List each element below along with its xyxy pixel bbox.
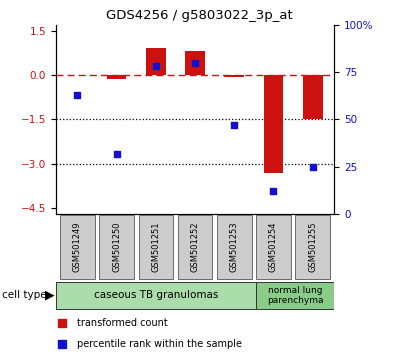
FancyBboxPatch shape: [178, 215, 212, 279]
Bar: [303, 75, 322, 120]
Text: GSM501249: GSM501249: [73, 222, 82, 272]
Text: cell type: cell type: [2, 290, 47, 300]
FancyBboxPatch shape: [56, 281, 256, 309]
Point: [74, 92, 80, 98]
Bar: [264, 75, 283, 173]
FancyBboxPatch shape: [295, 215, 330, 279]
FancyBboxPatch shape: [256, 281, 334, 309]
Bar: [185, 51, 205, 75]
Text: caseous TB granulomas: caseous TB granulomas: [94, 290, 218, 300]
Text: ▶: ▶: [45, 289, 55, 302]
Text: GSM501252: GSM501252: [191, 222, 199, 272]
FancyBboxPatch shape: [256, 215, 291, 279]
Point: [231, 122, 238, 128]
Text: normal lung
parenchyma: normal lung parenchyma: [267, 286, 323, 305]
FancyBboxPatch shape: [60, 215, 95, 279]
Point: [113, 151, 120, 156]
Text: GSM501251: GSM501251: [151, 222, 160, 272]
FancyBboxPatch shape: [139, 215, 173, 279]
Text: GSM501255: GSM501255: [308, 222, 317, 272]
Point: [192, 60, 198, 65]
Text: transformed count: transformed count: [78, 318, 168, 328]
Text: GSM501250: GSM501250: [112, 222, 121, 272]
Text: GDS4256 / g5803022_3p_at: GDS4256 / g5803022_3p_at: [105, 9, 293, 22]
Bar: [107, 75, 126, 79]
Text: GSM501253: GSM501253: [230, 222, 239, 272]
Text: percentile rank within the sample: percentile rank within the sample: [78, 339, 242, 349]
Bar: [224, 75, 244, 76]
FancyBboxPatch shape: [99, 215, 134, 279]
Point: [152, 64, 159, 69]
Point: [270, 189, 277, 194]
FancyBboxPatch shape: [217, 215, 252, 279]
Point: [310, 164, 316, 170]
Bar: [146, 48, 166, 75]
Text: GSM501254: GSM501254: [269, 222, 278, 272]
